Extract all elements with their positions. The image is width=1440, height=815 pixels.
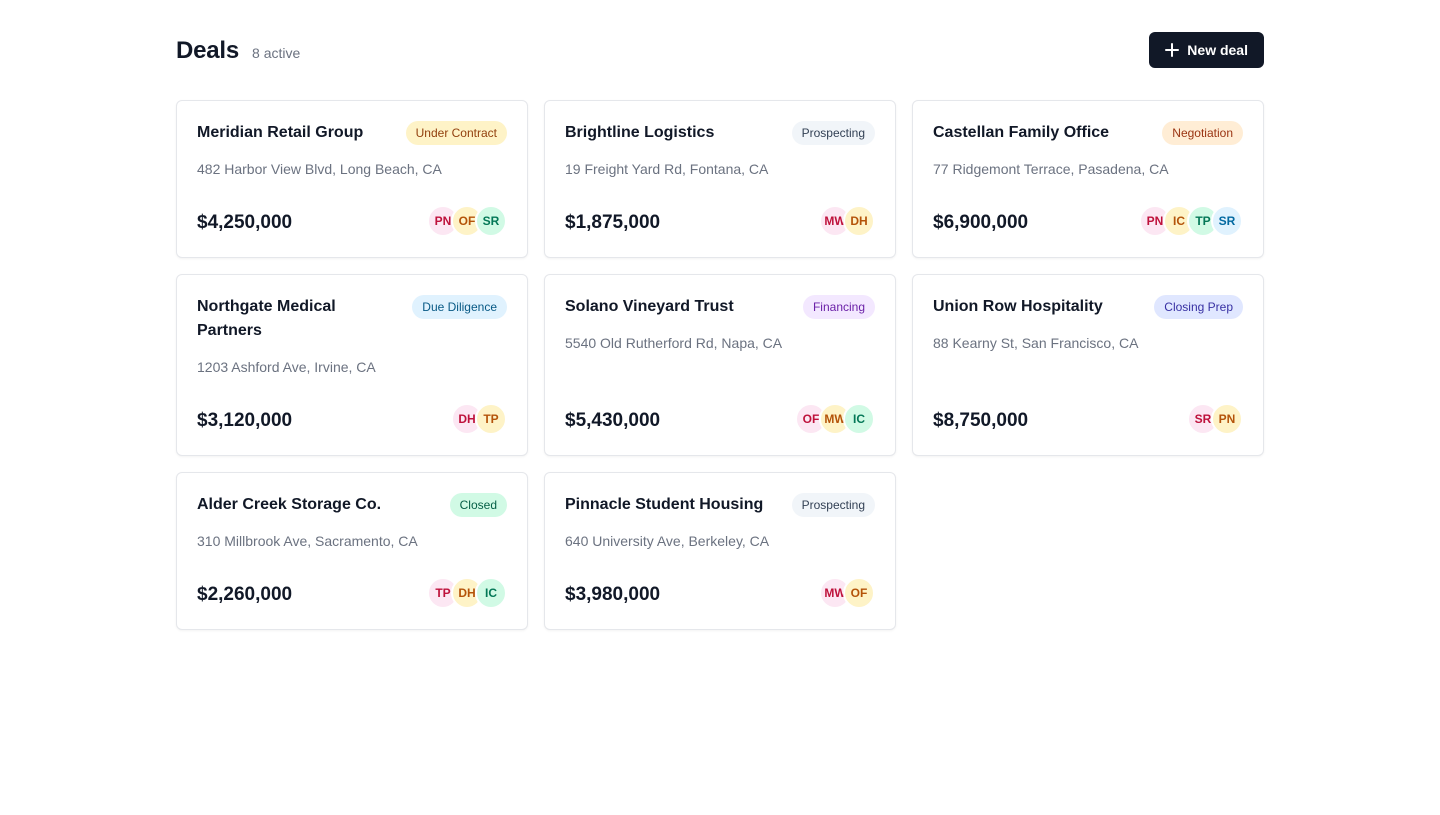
page-header: Deals 8 active New deal [176,32,1264,68]
new-deal-button[interactable]: New deal [1149,32,1264,68]
deal-address: 5540 Old Rutherford Rd, Napa, CA [565,335,783,351]
deal-card[interactable]: Brightline Logistics Prospecting 19 Freigh… [544,100,896,258]
deal-address: 77 Ridgemont Terrace, Pasadena, CA [933,161,1169,177]
deal-card-footer: $3,980,000 MW OF [565,577,875,609]
deal-value: $5,430,000 [565,410,661,431]
deal-name: Pinnacle Student Housing [565,496,764,513]
active-count: 8 active [252,45,301,61]
deal-card-footer: $8,750,000 SR PN [933,403,1243,435]
deal-card[interactable]: Alder Creek Storage Co. Closed 310 Millbro… [176,472,528,630]
deal-card-header: Pinnacle Student Housing Prospecting [565,493,875,517]
avatar[interactable]: IC [1163,205,1195,237]
deal-address: 482 Harbor View Blvd, Long Beach, CA [197,161,442,177]
deal-card-footer: $1,875,000 MW DH [565,205,875,237]
avatar[interactable]: IC [843,403,875,435]
status-badge: Closing Prep [1154,295,1243,319]
team-avatars: TP DH IC [427,577,507,609]
new-deal-label: New deal [1187,42,1248,58]
deal-card[interactable]: Northgate Medical Partners Due Diligence 1… [176,274,528,456]
deal-card[interactable]: Solano Vineyard Trust Financing 5540 Old R… [544,274,896,456]
status-badge: Prospecting [791,121,875,145]
deal-card[interactable]: Pinnacle Student Housing Prospecting 640 U… [544,472,896,630]
deal-card[interactable]: Castellan Family Office Negotiation 77 Rid… [912,100,1264,258]
avatar[interactable]: SR [475,205,507,237]
avatar[interactable]: OF [795,403,827,435]
status-badge: Due Diligence [412,295,507,319]
avatar[interactable]: OF [451,205,483,237]
deal-value: $1,875,000 [565,212,661,233]
plus-icon [1165,43,1180,57]
deal-card[interactable]: Union Row Hospitality Closing Prep 88 Kear… [912,274,1264,456]
team-avatars: PN OF SR [427,205,507,237]
status-badge: Under Contract [405,121,507,145]
avatar[interactable]: SR [1211,205,1243,237]
avatar[interactable]: TP [475,403,507,435]
avatar[interactable]: DH [843,205,875,237]
deal-value: $3,980,000 [565,584,661,605]
status-badge: Negotiation [1162,121,1243,145]
deal-value: $6,900,000 [933,212,1029,233]
deal-name: Alder Creek Storage Co. [197,496,382,513]
team-avatars: SR PN [1187,403,1243,435]
deal-card-footer: $3,120,000 DH TP [197,403,507,435]
deal-card-header: Northgate Medical Partners Due Diligence [197,295,507,343]
deal-name: Northgate Medical Partners [197,298,336,339]
team-avatars: OF MW IC [795,403,875,435]
deal-value: $2,260,000 [197,584,293,605]
deal-name: Brightline Logistics [565,124,715,141]
deal-card-header: Solano Vineyard Trust Financing [565,295,875,319]
deals-page: Deals 8 active New deal Meridian Retail … [176,32,1264,630]
deal-name: Castellan Family Office [933,124,1110,141]
deal-card-footer: $5,430,000 OF MW IC [565,403,875,435]
team-avatars: MW OF [819,577,875,609]
team-avatars: MW DH [819,205,875,237]
team-avatars: DH TP [451,403,507,435]
deal-address: 1203 Ashford Ave, Irvine, CA [197,359,376,375]
deal-card-header: Castellan Family Office Negotiation [933,121,1243,145]
deal-address: 88 Kearny St, San Francisco, CA [933,335,1139,351]
team-avatars: PN IC TP SR [1139,205,1243,237]
deal-card-footer: $4,250,000 PN OF SR [197,205,507,237]
avatar[interactable]: PN [1211,403,1243,435]
status-badge: Closed [449,493,507,517]
deal-card-header: Alder Creek Storage Co. Closed [197,493,507,517]
status-badge: Financing [802,295,875,319]
deal-value: $8,750,000 [933,410,1029,431]
deal-value: $4,250,000 [197,212,293,233]
deal-card-footer: $6,900,000 PN IC TP SR [933,205,1243,237]
deal-card-header: Union Row Hospitality Closing Prep [933,295,1243,319]
deal-value: $3,120,000 [197,410,293,431]
deal-address: 19 Freight Yard Rd, Fontana, CA [565,161,769,177]
deal-name: Solano Vineyard Trust [565,298,734,315]
deal-address: 640 University Ave, Berkeley, CA [565,533,770,549]
deal-name: Meridian Retail Group [197,124,364,141]
deal-card-header: Brightline Logistics Prospecting [565,121,875,145]
deal-card-footer: $2,260,000 TP DH IC [197,577,507,609]
page-title: Deals [176,37,240,64]
deal-card-header: Meridian Retail Group Under Contract [197,121,507,145]
title-group: Deals 8 active [176,37,300,65]
avatar[interactable]: OF [843,577,875,609]
avatar[interactable]: IC [475,577,507,609]
deal-address: 310 Millbrook Ave, Sacramento, CA [197,533,418,549]
status-badge: Prospecting [791,493,875,517]
deal-name: Union Row Hospitality [933,298,1103,315]
deal-card[interactable]: Meridian Retail Group Under Contract 482 H… [176,100,528,258]
